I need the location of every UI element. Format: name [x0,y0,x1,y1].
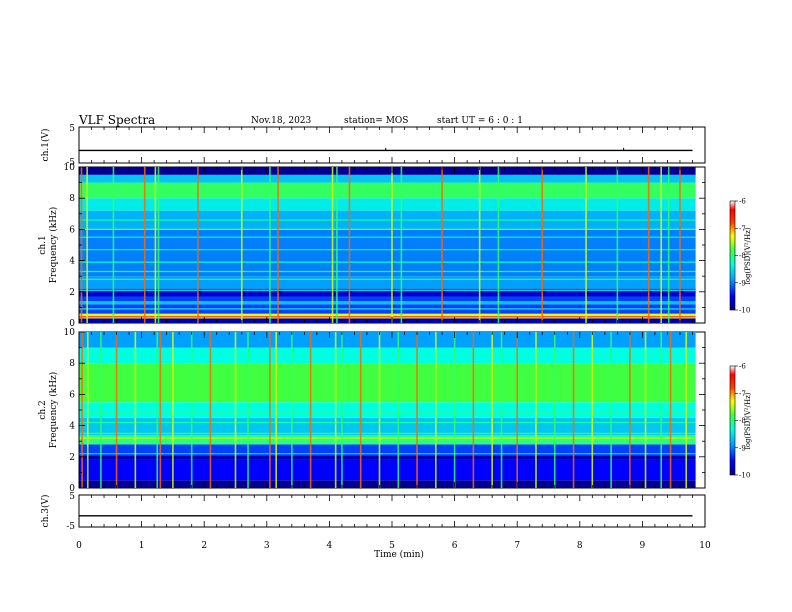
x-tick-3: 3 [264,541,270,551]
chart-title: VLF Spectra [79,113,156,127]
ch3-waveform-ytick-1: -5 [66,522,75,532]
ch1-spectrogram-band-4 [79,296,697,302]
colorbar-ch1: -6 -7 -8 -9 -10 log(PSD)(V²/Hz) [729,198,752,315]
ch1-spectrogram-band-1 [79,313,697,319]
colorbar-ch2-label: log(PSD)(V²/Hz) [744,392,752,449]
x-tick-1: 1 [139,541,145,551]
ch2-spectrogram-band-5 [79,417,697,435]
ch3-waveform-ylabel: ch.3(V) [40,495,51,528]
x-tick-2: 2 [201,541,207,551]
colorbar-ch1-tick-4: -10 [739,307,750,315]
ch1-spectrogram-band-7 [79,229,697,277]
ch2-spectrogram-band-0 [79,480,697,488]
colorbar-ch1-tick-3: -9 [739,279,746,287]
ch2-spectrogram-band-8 [79,347,697,364]
date-label: Nov.18, 2023 [251,116,312,126]
colorbar-ch1-label: log(PSD)(V²/Hz) [744,227,752,284]
ch1-spectrogram-band-12 [79,167,697,175]
colorbar-ch2-tick-2: -8 [739,417,746,425]
ch2-spectrogram-ytick-5: 10 [64,328,76,338]
x-tick-6: 6 [452,541,458,551]
ch2-spectrogram-ylabel: ch.2 Frequency (kHz) [38,372,59,449]
ch1-spectrogram-ytick-3: 6 [69,225,75,235]
ch2-spectrogram-ytick-1: 2 [69,453,75,463]
ch2-spectrogram-empty-tail [695,332,705,488]
ch1-spectrogram-ytick-4: 8 [69,194,75,204]
ch1-waveform-ylabel: ch.1(V) [40,129,51,162]
ch2-spectrogram-ytick-4: 8 [69,359,75,369]
ch2-spectrogram-ytick-2: 4 [69,422,75,432]
svg-text:Frequency (kHz): Frequency (kHz) [48,372,59,449]
ch2-spectrogram-ytick-0: 0 [69,484,75,494]
colorbar-ch2-tick-1: -7 [739,390,746,398]
x-tick-4: 4 [327,541,333,551]
colorbar-ch2-tick-0: -6 [739,363,746,371]
ch2-spectrogram-ytick-3: 6 [69,390,75,400]
ch1-spectrogram-band-3 [79,301,697,305]
x-tick-10: 10 [699,541,711,551]
svg-text:Frequency (kHz): Frequency (kHz) [48,207,59,284]
svg-text:ch.1: ch.1 [38,235,48,254]
ch2-spectrogram-band-3 [79,444,697,456]
colorbar-ch1-tick-0: -6 [739,198,746,206]
ch1-spectrogram-ytick-1: 2 [69,288,75,298]
start-time-label: start UT = 6 : 0 : 1 [437,116,523,126]
ch1-spectrogram-ylabel: ch.1 Frequency (kHz) [38,207,59,284]
ch1-spectrogram-band-0 [79,318,697,323]
colorbar-ch1-tick-1: -7 [739,225,746,233]
x-tick-7: 7 [514,541,520,551]
ch1-waveform-ytick-0: 5 [69,124,75,134]
colorbar-ch1-tick-2: -8 [739,252,746,260]
ch1-spectrogram-band-10 [79,182,697,199]
ch1-spectrogram-ytick-2: 4 [69,257,75,267]
ch1-spectrogram-ytick-0: 0 [69,319,75,329]
x-axis-label: Time (min) [374,549,424,560]
ch2-spectrogram-band-7 [79,363,697,403]
ch1-waveform-ytick-1: -5 [66,158,75,168]
ch1-spectrogram-empty-tail [695,167,705,323]
station-label: station= MOS [344,116,409,126]
ch1-spectrogram-band-6 [79,276,697,289]
ch2-spectrogram-band-6 [79,402,697,418]
x-tick-8: 8 [577,541,583,551]
x-tick-9: 9 [640,541,646,551]
svg-text:ch.2: ch.2 [38,400,48,419]
ch1-spectrogram-panel [78,166,706,324]
colorbar-ch2-tick-4: -10 [739,472,750,480]
ch2-spectrogram-band-1 [79,459,697,481]
ch1-spectrogram-band-5 [79,288,697,297]
ch1-spectrogram-ytick-5: 10 [64,163,76,173]
ch2-spectrogram-band-9 [79,332,697,348]
colorbar-ch2: -6 -7 -8 -9 -10 log(PSD)(V²/Hz) [729,363,752,480]
colorbar-ch2-tick-3: -9 [739,444,746,452]
ch1-spectrogram-band-9 [79,198,697,211]
ch1-spectrogram-band-11 [79,174,697,183]
ch2-spectrogram-panel [78,331,706,489]
x-tick-5: 5 [389,541,395,551]
ch2-spectrogram-band-2 [79,455,697,460]
ch2-spectrogram-band-4 [79,434,697,445]
ch3-waveform-ytick-0: 5 [69,492,75,502]
x-tick-0: 0 [76,541,82,551]
